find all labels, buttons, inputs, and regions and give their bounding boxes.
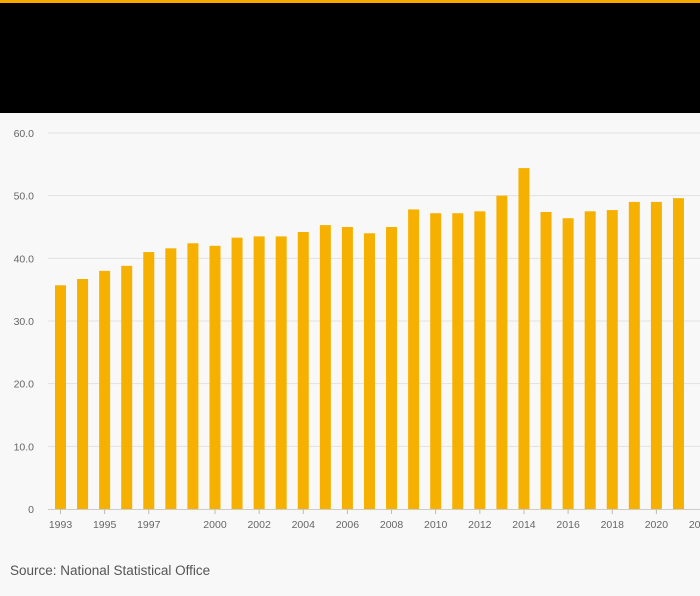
bar-1995[interactable] xyxy=(99,270,111,509)
y-tick-label: 30.0 xyxy=(14,316,35,328)
bar-2017[interactable] xyxy=(584,211,596,509)
chart: 0 10.0 20.0 30.0 40.0 50.0 60.0 1993 1995 1997 200… xyxy=(0,113,700,543)
bar-2002[interactable] xyxy=(253,236,265,509)
bar-1994[interactable] xyxy=(77,279,89,509)
x-tick-label: 2008 xyxy=(380,519,404,531)
x-tick-label: 1993 xyxy=(49,519,73,531)
bar-2021[interactable] xyxy=(672,198,684,510)
x-tick-label: 1997 xyxy=(137,519,161,531)
accent-strip xyxy=(0,0,700,3)
y-tick-label: 0 xyxy=(28,504,34,516)
bar-1998[interactable] xyxy=(165,248,177,509)
bar-1993[interactable] xyxy=(55,285,66,509)
y-tick-label: 40.0 xyxy=(14,253,35,265)
y-tick-label: 20.0 xyxy=(14,379,35,391)
bar-2003[interactable] xyxy=(275,236,287,509)
bar-2004[interactable] xyxy=(297,232,309,509)
y-tick-label: 50.0 xyxy=(14,191,35,203)
bar-1996[interactable] xyxy=(121,265,133,509)
bar-chart-svg: 0 10.0 20.0 30.0 40.0 50.0 60.0 1993 1995 1997 200… xyxy=(14,128,700,531)
x-tick-label: 2006 xyxy=(336,519,360,531)
bar-2015[interactable] xyxy=(540,211,552,509)
y-tick-label: 60.0 xyxy=(14,128,35,140)
x-tick-label: 2000 xyxy=(203,519,227,531)
bar-2007[interactable] xyxy=(363,233,375,509)
bar-2011[interactable] xyxy=(452,213,464,509)
bar-2018[interactable] xyxy=(606,210,618,509)
x-tick-label: 2010 xyxy=(424,519,448,531)
x-tick-label: 2014 xyxy=(512,519,536,531)
header-band xyxy=(0,3,700,113)
bar-2020[interactable] xyxy=(650,201,662,509)
bar-2013[interactable] xyxy=(496,195,508,510)
bar-2012[interactable] xyxy=(474,211,486,509)
bar-1997[interactable] xyxy=(143,252,155,509)
x-tick-label: 2018 xyxy=(601,519,625,531)
bar-2010[interactable] xyxy=(430,213,442,509)
x-tick-label: 2012 xyxy=(468,519,492,531)
bar-2005[interactable] xyxy=(319,225,331,509)
x-tick-label: 2016 xyxy=(556,519,580,531)
y-tick-label: 10.0 xyxy=(14,441,35,453)
bar-2019[interactable] xyxy=(628,201,640,509)
x-tick-label: 1995 xyxy=(93,519,117,531)
x-tick-label: 2002 xyxy=(247,519,271,531)
bar-2008[interactable] xyxy=(386,227,398,509)
x-tick-label: 2004 xyxy=(292,519,316,531)
x-tick-label: 2020 xyxy=(645,519,669,531)
bar-2000[interactable] xyxy=(209,245,221,510)
bar-2006[interactable] xyxy=(341,227,353,509)
x-tick-label: 2022 xyxy=(689,519,700,531)
source-note: Source: National Statistical Office xyxy=(10,563,211,578)
bar-2016[interactable] xyxy=(562,218,574,509)
bar-2009[interactable] xyxy=(408,209,420,509)
bar-2001[interactable] xyxy=(231,237,243,509)
bar-2014[interactable] xyxy=(518,168,530,509)
bar-1999[interactable] xyxy=(187,243,199,510)
